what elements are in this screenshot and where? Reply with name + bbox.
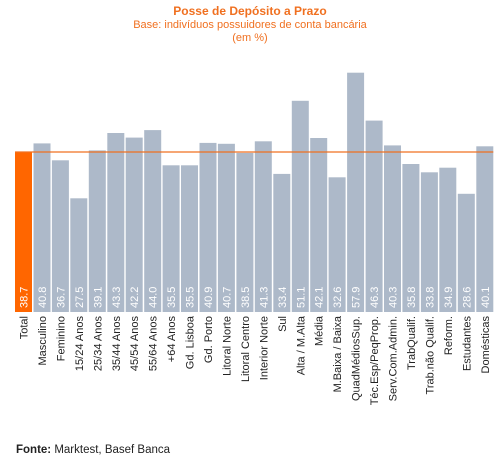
category-tick-label: Estudantes	[461, 316, 473, 372]
tick-labels-group: Total Masculino Feminino 15/24 Anos 25/34 An…	[19, 315, 492, 405]
bar-18	[347, 72, 365, 312]
bar-value-label: 27.5	[74, 287, 86, 308]
chart-title: Posse de Depósito a Prazo	[173, 4, 327, 18]
value-labels-group: 38.7 40.8 36.7 27.5 39.1 43.3 42.2 44.0 35.5 35.5…	[19, 287, 492, 308]
bar-value-label: 35.5	[185, 287, 197, 308]
bar-20	[384, 145, 401, 312]
source-text: Marktest, Basef Banca	[51, 444, 171, 456]
bar-value-label: 40.7	[221, 287, 233, 308]
bar-value-label: 39.1	[92, 287, 104, 308]
bar-value-label: 38.5	[240, 287, 252, 308]
bar-1	[33, 143, 51, 312]
source-note: Fonte: Marktest, Basef Banca	[16, 444, 170, 456]
source-label: Fonte:	[16, 444, 52, 456]
category-tick-label: 55/64 Anos	[148, 316, 160, 372]
bar-23	[439, 167, 457, 312]
bar-value-label: 33.4	[277, 287, 289, 308]
category-tick-label: Sul	[277, 316, 289, 332]
bar-value-label: 36.7	[55, 287, 67, 308]
bar-value-label: 57.9	[351, 287, 363, 308]
category-tick-label: Reform.	[443, 316, 455, 355]
bar-21	[402, 164, 420, 312]
bar-value-label: 35.5	[166, 287, 178, 308]
bar-22	[420, 172, 438, 312]
bar-value-label: 40.3	[388, 287, 400, 308]
category-tick-label: Téc.Esp/PeqProp.	[369, 316, 381, 405]
bar-value-label: 33.8	[424, 287, 436, 308]
bar-value-label: 51.1	[295, 287, 307, 308]
category-tick-label: TrabQualif.	[406, 316, 418, 370]
category-tick-label: Gd. Porto	[203, 316, 215, 363]
category-tick-label: Interior Norte	[258, 316, 270, 380]
bar-value-label: 35.8	[406, 287, 418, 308]
bar-4	[88, 150, 106, 312]
bar-15	[291, 100, 309, 312]
category-tick-label: 25/34 Anos	[92, 316, 104, 372]
bar-value-label: 42.2	[129, 287, 141, 308]
bar-6	[125, 137, 143, 312]
category-tick-label: Alta / M.Alta	[295, 315, 307, 375]
category-tick-label: Masculino	[37, 316, 49, 366]
category-tick-label: +64 Anos	[166, 316, 178, 363]
bar-value-label: 43.3	[111, 287, 123, 308]
chart-unit-note: (em %)	[232, 32, 268, 44]
bar-16	[310, 138, 328, 312]
category-tick-label: 45/54 Anos	[129, 316, 141, 372]
category-tick-label: Total	[19, 316, 31, 339]
bar-2	[51, 160, 69, 312]
bar-5	[107, 133, 125, 312]
category-tick-label: QuadMédiosSup.	[351, 316, 363, 401]
category-tick-label: Serv.Com.Admin.	[388, 316, 400, 401]
bar-24	[457, 193, 475, 312]
category-tick-label: Gd. Lisboa	[185, 315, 197, 369]
category-tick-label: Feminino	[55, 316, 67, 361]
category-tick-label: 15/24 Anos	[74, 316, 86, 372]
bar-11	[217, 143, 235, 312]
bar-7	[144, 130, 162, 312]
bar-value-label: 40.8	[37, 287, 49, 308]
bar-value-label: 41.3	[258, 287, 270, 308]
bar-8	[162, 165, 180, 312]
bar-12	[236, 152, 254, 312]
category-tick-label: 35/44 Anos	[111, 316, 123, 372]
bar-14	[273, 173, 291, 312]
bar-3	[70, 198, 88, 312]
bar-13	[254, 141, 272, 312]
bar-9	[181, 165, 198, 312]
bar-25	[476, 146, 494, 312]
category-tick-label: Litoral Norte	[221, 316, 233, 376]
bar-value-label: 40.1	[480, 287, 492, 308]
bar-17	[328, 177, 346, 312]
chart-subtitle: Base: indivíduos possuidores de conta ba…	[133, 19, 367, 31]
bar-value-label: 44.0	[148, 287, 160, 308]
bars-group	[15, 72, 494, 312]
category-tick-label: Média	[314, 315, 326, 346]
category-tick-label: Litoral Centro	[240, 316, 252, 382]
category-tick-label: Trab.não Qualif.	[424, 316, 436, 394]
bar-19	[365, 120, 383, 312]
bar-value-label: 40.9	[203, 287, 215, 308]
bar-value-label: 32.6	[332, 287, 344, 308]
bar-0	[15, 152, 32, 312]
bar-value-label: 34.9	[443, 287, 455, 308]
bar-value-label: 42.1	[314, 287, 326, 308]
category-tick-label: Domésticas	[480, 316, 492, 374]
bar-10	[199, 142, 217, 312]
bar-value-label: 38.7	[19, 287, 31, 308]
category-tick-label: M.Baixa / Baixa	[332, 315, 344, 392]
bar-value-label: 46.3	[369, 287, 381, 308]
bar-value-label: 28.6	[461, 287, 473, 308]
